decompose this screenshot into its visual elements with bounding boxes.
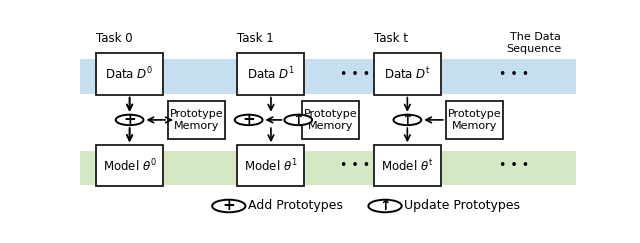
Text: Task t: Task t: [374, 32, 408, 45]
Text: Task 0: Task 0: [96, 32, 132, 45]
FancyBboxPatch shape: [374, 145, 441, 186]
Text: Prototype
Memory: Prototype Memory: [447, 109, 501, 131]
Bar: [80, 151, 576, 185]
Text: +: +: [223, 199, 235, 214]
Text: Task 1: Task 1: [237, 32, 274, 45]
Text: Data $D^\mathrm{t}$: Data $D^\mathrm{t}$: [384, 66, 431, 82]
Bar: [80, 59, 576, 94]
Text: +: +: [243, 113, 255, 127]
FancyBboxPatch shape: [374, 53, 441, 95]
Text: • • •: • • •: [499, 68, 529, 81]
Text: • • •: • • •: [499, 159, 529, 172]
Text: The Data
Sequence: The Data Sequence: [506, 32, 561, 53]
FancyBboxPatch shape: [168, 101, 225, 139]
Text: Model $\theta^0$: Model $\theta^0$: [103, 157, 156, 174]
Circle shape: [394, 115, 421, 125]
FancyBboxPatch shape: [237, 145, 305, 186]
Text: ↑: ↑: [401, 113, 413, 127]
FancyBboxPatch shape: [302, 101, 359, 139]
Circle shape: [369, 200, 402, 212]
FancyBboxPatch shape: [96, 53, 163, 95]
Text: +: +: [124, 113, 136, 127]
Text: Add Prototypes: Add Prototypes: [248, 200, 343, 212]
Circle shape: [284, 115, 312, 125]
Text: Model $\theta^\mathrm{t}$: Model $\theta^\mathrm{t}$: [381, 158, 433, 174]
Text: • • •: • • •: [340, 159, 371, 172]
Circle shape: [212, 200, 246, 212]
Text: Update Prototypes: Update Prototypes: [404, 200, 520, 212]
Text: Model $\theta^1$: Model $\theta^1$: [244, 157, 298, 174]
Text: Prototype
Memory: Prototype Memory: [303, 109, 357, 131]
Text: Data $D^1$: Data $D^1$: [247, 66, 295, 82]
Text: Data $D^0$: Data $D^0$: [106, 66, 154, 82]
Text: Prototype
Memory: Prototype Memory: [170, 109, 223, 131]
Text: ↑: ↑: [380, 199, 391, 213]
Text: ↑: ↑: [292, 113, 304, 127]
FancyBboxPatch shape: [96, 145, 163, 186]
Text: • • •: • • •: [340, 68, 371, 81]
FancyBboxPatch shape: [446, 101, 503, 139]
Circle shape: [116, 115, 143, 125]
FancyBboxPatch shape: [237, 53, 305, 95]
Circle shape: [235, 115, 262, 125]
